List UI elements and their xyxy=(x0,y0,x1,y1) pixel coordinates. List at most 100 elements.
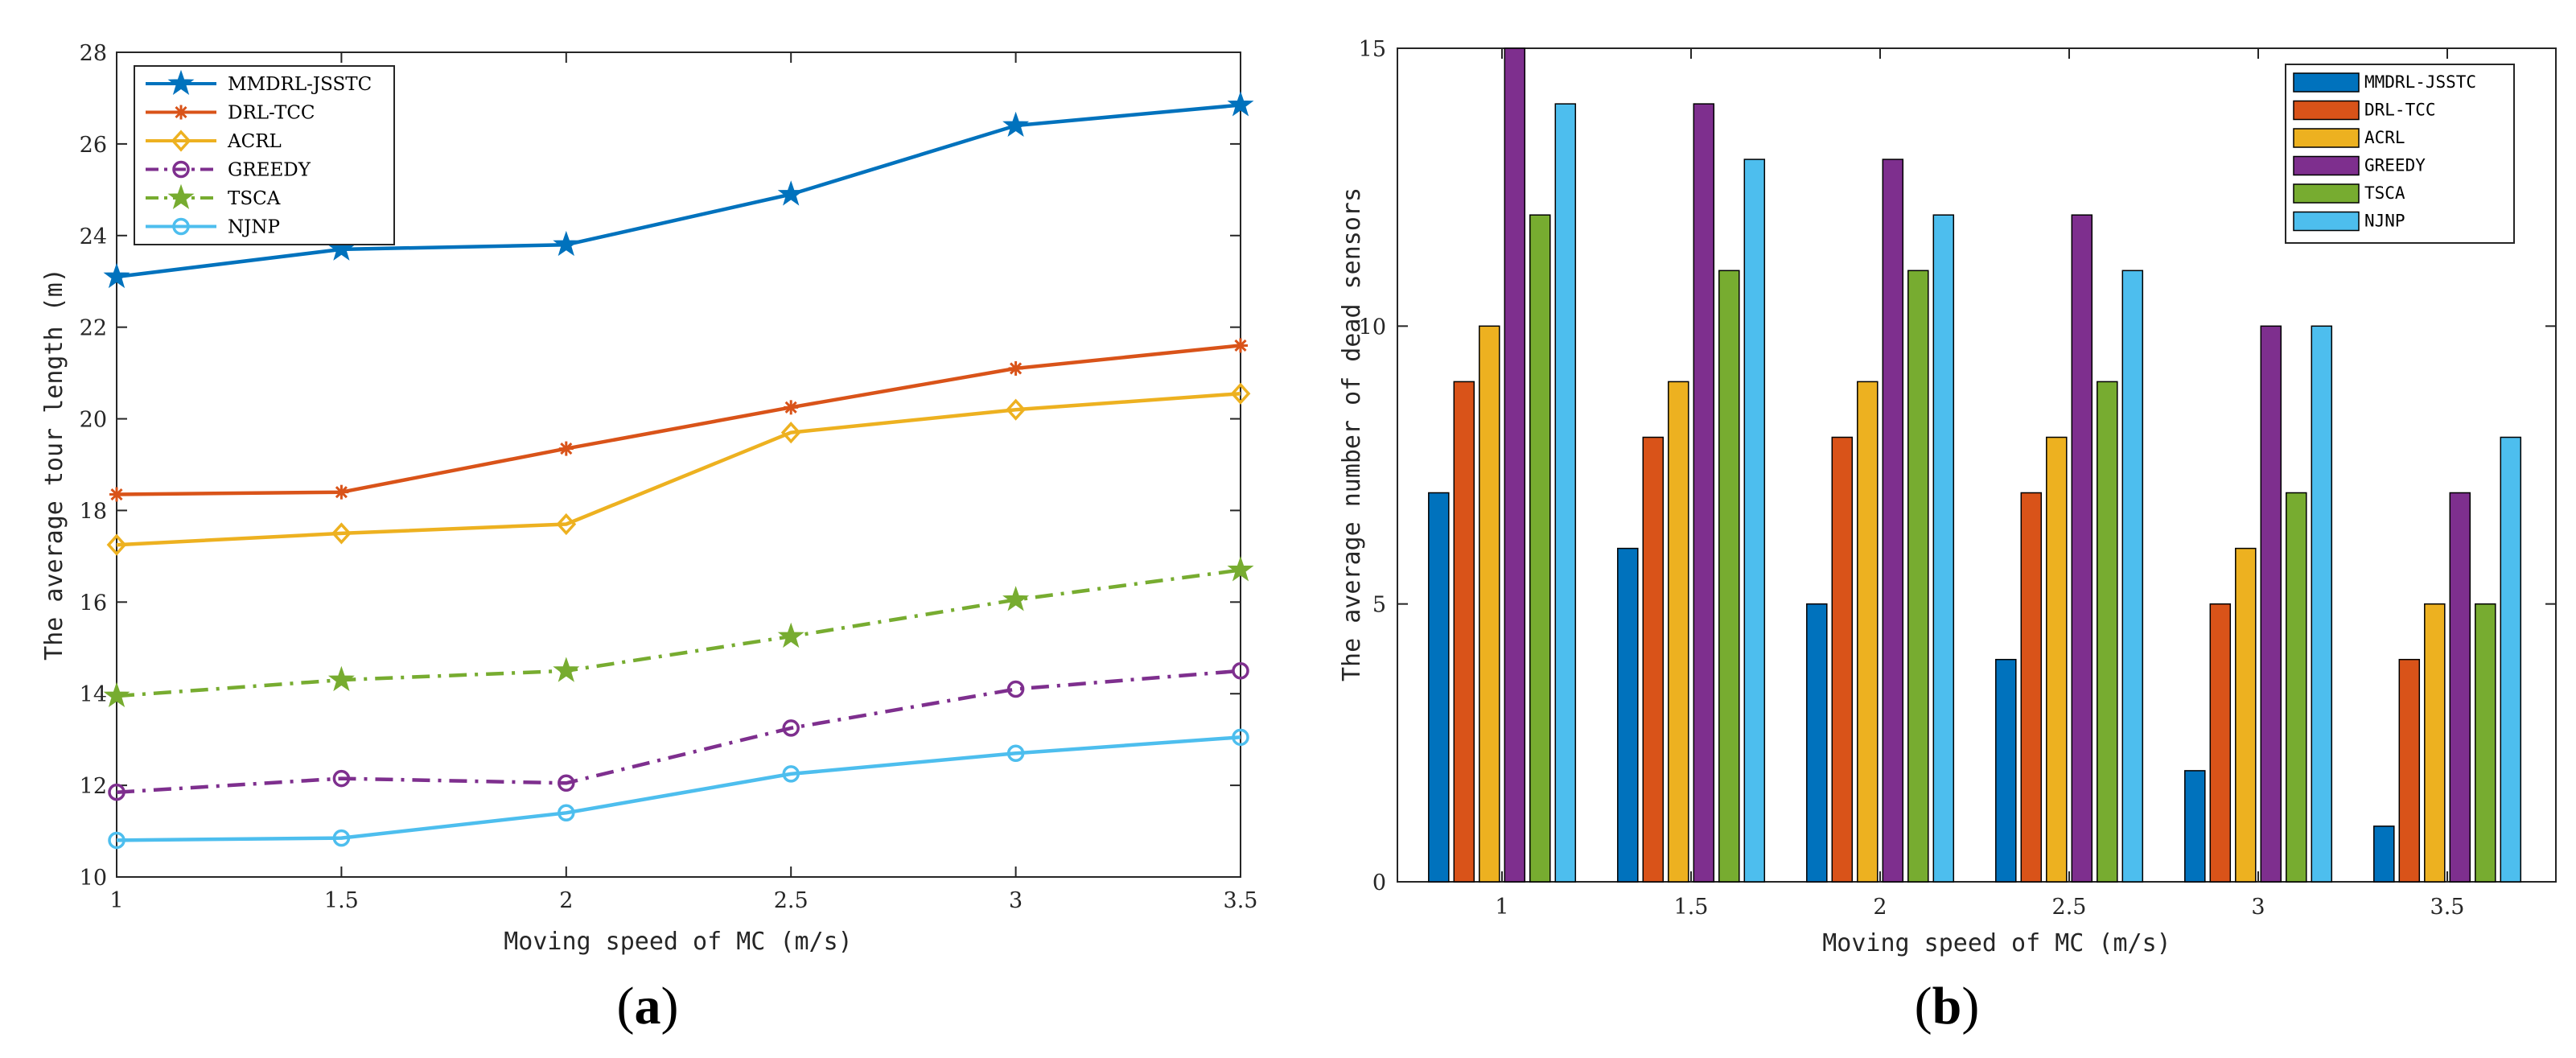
data-point-greedy xyxy=(558,774,575,792)
data-point-drl-tcc-stroke xyxy=(1234,339,1247,352)
bar-mmdrl-jsstc xyxy=(1806,603,1828,883)
bar-mmdrl-jsstc xyxy=(1428,492,1450,883)
x-tick-label: 1.5 xyxy=(324,888,359,913)
bar-tsca xyxy=(1529,214,1551,883)
x-tick-label: 1 xyxy=(109,888,123,913)
y-axis-ticks-a: 10 12 14 16 18 20 22 24 26 28 xyxy=(80,41,1241,891)
data-point-tsca xyxy=(327,665,355,692)
series-line-greedy xyxy=(116,669,1241,794)
bar-group-1 xyxy=(1428,47,1577,883)
bar-greedy xyxy=(2071,214,2093,883)
x-tick-label: 3.5 xyxy=(1224,888,1258,913)
data-point-greedy xyxy=(1006,680,1025,698)
y-tick-label: 28 xyxy=(80,41,107,66)
bar-drl-tcc xyxy=(1642,436,1665,883)
data-point-greedy xyxy=(782,719,800,737)
data-point-tsca xyxy=(1227,556,1254,582)
legend-swatch-acrl xyxy=(2293,128,2360,148)
data-point-greedy xyxy=(332,769,351,788)
legend-label-acrl: ACRL xyxy=(227,131,282,152)
y-axis-label-b: The average number of dead sensors xyxy=(1338,187,1366,681)
series-line-drl-tcc xyxy=(116,344,1241,496)
y-tick-label: 10 xyxy=(80,866,107,891)
data-point-njnp xyxy=(558,804,575,822)
bar-acrl xyxy=(2235,547,2257,883)
data-point-acrl xyxy=(106,533,127,556)
legend-a: MMDRL-JSSTC DRL-TCC ACRL GREEDY TSCA NJNP xyxy=(134,65,395,245)
bar-mmdrl-jsstc xyxy=(1617,547,1639,883)
bar-mmdrl-jsstc xyxy=(2184,770,2206,883)
y-tick-label: 24 xyxy=(80,224,107,249)
x-axis-ticks-b: 1 1.5 2 2.5 3 3.5 xyxy=(1495,48,2464,920)
data-point-drl-tcc-stroke xyxy=(560,443,573,455)
data-point-tsca xyxy=(1002,586,1030,611)
data-point-acrl xyxy=(1230,382,1251,405)
y-tick-label: 5 xyxy=(1372,593,1386,618)
bar-group-2.5 xyxy=(1995,214,2144,883)
y-tick-label: 15 xyxy=(1359,37,1386,62)
y-tick-label: 10 xyxy=(1359,315,1386,340)
bar-tsca xyxy=(2097,381,2118,883)
bar-drl-tcc xyxy=(1831,436,1854,883)
data-point-drl-tcc xyxy=(1233,338,1248,353)
x-tick-label: 3.5 xyxy=(2430,895,2465,920)
legend-marker-mmdrl-jsstc xyxy=(167,69,195,95)
legend-marker-acrl xyxy=(171,130,191,152)
legend-label-tsca: TSCA xyxy=(2364,183,2405,203)
y-tick-label: 18 xyxy=(80,499,107,524)
bar-njnp xyxy=(2121,270,2144,883)
bar-acrl xyxy=(1668,381,1689,883)
x-axis-label-a: Moving speed of MC (m/s) xyxy=(504,928,852,956)
legend-label-njnp: NJNP xyxy=(2364,212,2405,231)
legend-swatch-greedy xyxy=(2293,155,2360,176)
bar-tsca xyxy=(2286,492,2307,883)
data-point-drl-tcc xyxy=(109,487,124,502)
x-tick-label: 2 xyxy=(1873,895,1887,920)
legend-label-drl-tcc: DRL-TCC xyxy=(2364,101,2436,120)
x-tick-label: 1 xyxy=(1495,895,1508,920)
series-line-njnp xyxy=(116,735,1241,842)
y-axis-label-a: The average tour length (m) xyxy=(40,268,68,661)
legend-label-mmdrl-jsstc: MMDRL-JSSTC xyxy=(2364,72,2476,92)
data-point-drl-tcc xyxy=(334,484,349,500)
data-point-mmdrl-jsstc xyxy=(1002,111,1030,138)
legend-marker-drl-tcc xyxy=(174,105,188,120)
legend-label-greedy: GREEDY xyxy=(228,160,311,181)
bar-njnp xyxy=(1743,158,1766,883)
data-point-mmdrl-jsstc xyxy=(327,235,355,261)
data-point-mmdrl-jsstc xyxy=(1227,91,1254,117)
legend-swatch-tsca xyxy=(2293,183,2360,204)
bar-group-3.5 xyxy=(2373,436,2522,883)
bar-njnp xyxy=(2311,325,2333,883)
data-point-drl-tcc xyxy=(1008,360,1023,376)
data-point-drl-tcc-stroke xyxy=(1010,362,1023,375)
legend-label-greedy: GREEDY xyxy=(2364,156,2426,175)
data-point-njnp xyxy=(782,765,800,783)
y-tick-label: 16 xyxy=(80,591,107,615)
bar-njnp xyxy=(2500,436,2522,883)
bar-greedy xyxy=(1882,158,1904,883)
bar-drl-tcc xyxy=(1453,381,1475,883)
x-tick-label: 2 xyxy=(559,888,573,913)
legend-swatch-njnp xyxy=(2293,211,2360,232)
legend-swatch-drl-tcc xyxy=(2293,100,2360,121)
data-point-acrl xyxy=(331,522,352,545)
data-point-drl-tcc-stroke xyxy=(784,401,797,414)
bar-mmdrl-jsstc xyxy=(2373,825,2395,883)
bar-greedy xyxy=(1504,47,1526,883)
panel-label-b: (b) xyxy=(1915,977,1980,1035)
bar-drl-tcc xyxy=(2020,492,2043,883)
bar-acrl xyxy=(2424,603,2446,883)
bar-acrl xyxy=(1479,325,1500,883)
bar-group-2 xyxy=(1806,158,1955,883)
line-chart-tour-length: 10 12 14 16 18 20 22 24 26 28 1 1.5 2 2.5 3 3.5 MMDRL-… xyxy=(40,41,1257,1035)
panel-label-a: (a) xyxy=(617,977,679,1035)
data-point-tsca xyxy=(553,657,580,682)
bar-acrl xyxy=(1857,381,1879,883)
legend-box-a xyxy=(134,65,395,245)
data-point-greedy xyxy=(108,783,126,801)
y-tick-label: 12 xyxy=(80,774,107,799)
data-point-greedy xyxy=(1232,662,1249,680)
legend-swatch-mmdrl-jsstc xyxy=(2293,72,2360,93)
x-tick-label: 3 xyxy=(1009,888,1023,913)
